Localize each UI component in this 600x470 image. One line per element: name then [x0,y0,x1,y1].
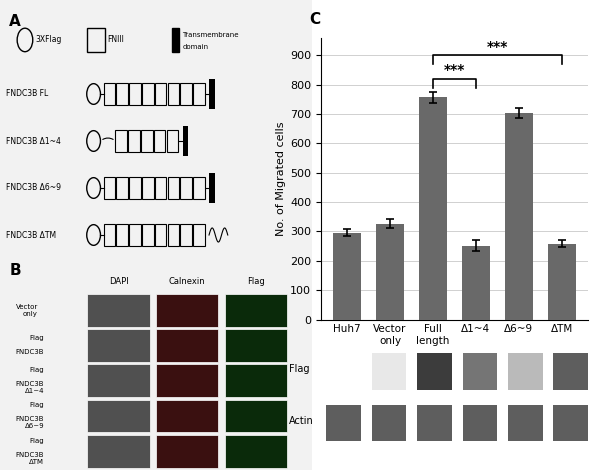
Bar [224,364,287,397]
Text: C: C [309,12,320,27]
Bar [181,83,192,104]
Bar [508,353,542,390]
Bar [326,405,361,441]
Text: FNDC3B FL: FNDC3B FL [6,89,49,99]
Bar [167,83,179,104]
Text: Flag: Flag [247,277,265,286]
Bar [463,405,497,441]
Bar [462,245,490,320]
Bar [129,83,141,104]
Bar [142,83,154,104]
Text: B: B [10,263,21,278]
Bar [372,353,406,390]
Text: ***: *** [487,40,508,54]
Bar [141,130,152,151]
Bar [181,177,192,198]
Bar [463,353,497,390]
Text: 3XFlag: 3XFlag [36,35,62,45]
Bar [88,364,150,397]
Bar [155,225,166,245]
Text: Calnexin: Calnexin [169,277,206,286]
Text: Flag

FNDC3B
Δ1~4: Flag FNDC3B Δ1~4 [16,367,44,394]
Bar [193,225,205,245]
Bar [156,329,218,362]
Bar [142,177,154,198]
Bar [209,78,215,109]
Text: domain: domain [182,44,209,50]
Text: DAPI: DAPI [109,277,128,286]
Bar [209,172,215,203]
Bar [156,400,218,432]
Bar [142,225,154,245]
Bar [224,435,287,468]
Text: A: A [10,14,21,29]
Bar [372,405,406,441]
Bar [88,329,150,362]
Bar [193,83,205,104]
Bar [88,28,104,52]
Bar [104,225,115,245]
Text: FNDC3B Δ1~4: FNDC3B Δ1~4 [6,136,61,146]
Text: FNIII: FNIII [107,35,125,45]
Bar [181,225,192,245]
Text: ***: *** [444,63,465,77]
Bar [116,225,128,245]
Bar [155,83,166,104]
Bar [505,113,533,320]
Bar [167,225,179,245]
Bar [129,225,141,245]
Bar [88,435,150,468]
Bar [417,353,452,390]
Bar [224,329,287,362]
Bar [156,364,218,397]
Bar [129,177,141,198]
Bar [333,233,361,320]
Bar [548,244,576,320]
Bar [116,83,128,104]
Bar [417,405,452,441]
Bar [553,353,588,390]
Bar [172,28,179,52]
Text: FNDC3B ΔTM: FNDC3B ΔTM [6,230,56,240]
Bar [104,177,115,198]
Text: Actin: Actin [289,415,314,426]
Bar [376,224,404,320]
Bar [116,177,128,198]
Text: FNDC3B Δ6~9: FNDC3B Δ6~9 [6,183,61,193]
Bar [167,177,179,198]
Bar [155,177,166,198]
Text: Flag

FNDC3B
ΔTM: Flag FNDC3B ΔTM [16,438,44,465]
Bar [167,130,178,151]
Bar [154,130,166,151]
Y-axis label: No. of Migrated cells: No. of Migrated cells [276,121,286,236]
Bar [104,83,115,104]
Bar [115,130,127,151]
Text: Flag

FNDC3B: Flag FNDC3B [16,336,44,355]
Bar [419,97,447,320]
Text: Flag: Flag [289,364,310,374]
Bar [182,126,188,156]
Text: Vector
only: Vector only [16,304,38,317]
Text: Flag

FNDC3B
Δ6~9: Flag FNDC3B Δ6~9 [16,402,44,430]
Bar [224,400,287,432]
Text: Transmembrane: Transmembrane [182,32,239,38]
Bar [88,400,150,432]
Bar [156,294,218,327]
Bar [156,435,218,468]
Bar [128,130,140,151]
Bar [553,405,588,441]
Bar [88,294,150,327]
Bar [224,294,287,327]
Bar [193,177,205,198]
Bar [508,405,542,441]
